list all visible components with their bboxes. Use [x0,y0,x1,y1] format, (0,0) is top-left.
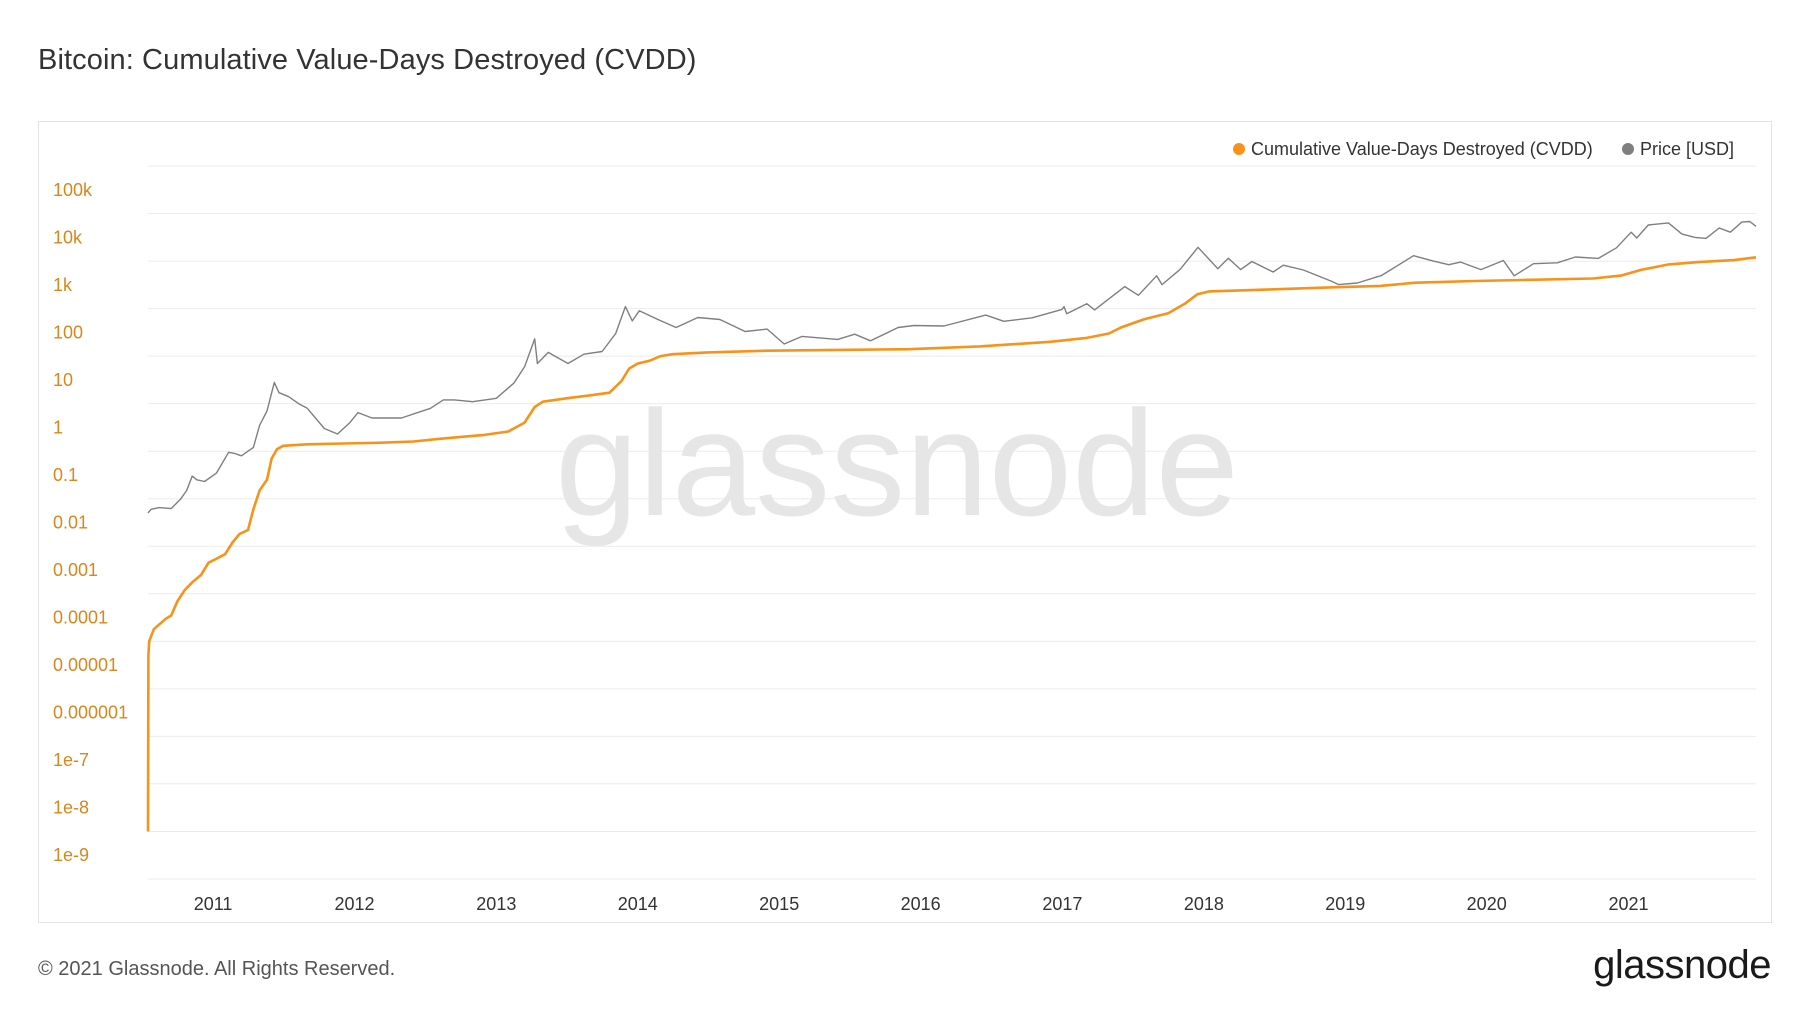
y-tick-label: 0.001 [53,560,98,580]
x-tick-label: 2016 [901,894,941,914]
y-tick-label: 100 [53,322,83,342]
y-tick-label: 10k [53,227,83,247]
y-tick-label: 0.000001 [53,703,128,723]
x-tick-label: 2018 [1184,894,1224,914]
x-tick-label: 2014 [618,894,658,914]
legend-item-cvdd[interactable]: Cumulative Value-Days Destroyed (CVDD) [1233,139,1593,159]
page-title: Bitcoin: Cumulative Value-Days Destroyed… [38,44,697,76]
legend-dot [1233,143,1245,155]
legend-label: Price [USD] [1640,139,1734,159]
legend-dot [1622,143,1634,155]
watermark: glassnode [555,379,1239,547]
chart-frame: glassnode 1e-9 1e-8 1e-7 0.000001 0.00001 0.0… [38,121,1772,923]
glassnode-logo[interactable]: glassnode [1593,943,1771,987]
price-series-line [147,220,1757,514]
x-tick-label: 2020 [1467,894,1507,914]
legend-label: Cumulative Value-Days Destroyed (CVDD) [1251,139,1593,159]
legend-item-price[interactable]: Price [USD] [1622,139,1734,159]
cvdd-chart: glassnode 1e-9 1e-8 1e-7 0.000001 0.00001 0.0… [53,139,1757,914]
y-tick-label: 1k [53,275,73,295]
x-tick-label: 2017 [1042,894,1082,914]
x-tick-label: 2013 [476,894,516,914]
y-tick-label: 0.01 [53,513,88,533]
legend: Cumulative Value-Days Destroyed (CVDD) Pr… [1233,139,1734,159]
y-axis-ticks: 1e-9 1e-8 1e-7 0.000001 0.00001 0.0001 0.001 0.… [53,180,128,865]
y-tick-label: 100k [53,180,93,200]
x-tick-label: 2021 [1608,894,1648,914]
x-tick-label: 2019 [1325,894,1365,914]
y-tick-label: 0.1 [53,465,78,485]
y-tick-label: 1 [53,417,63,437]
x-tick-label: 2011 [194,894,233,914]
y-tick-label: 1e-9 [53,845,89,865]
y-tick-label: 1e-7 [53,750,89,770]
x-tick-label: 2015 [759,894,799,914]
x-axis-ticks: 2011 2012 2013 2014 2015 2016 2017 2018 2019 2020… [194,894,1649,914]
y-tick-label: 1e-8 [53,798,89,818]
y-tick-label: 0.00001 [53,655,118,675]
x-tick-label: 2012 [334,894,374,914]
y-tick-label: 10 [53,370,73,390]
series-lines [146,220,1757,832]
copyright-text: © 2021 Glassnode. All Rights Reserved. [38,958,396,980]
grid-lines [148,165,1756,880]
y-tick-label: 0.0001 [53,608,108,628]
cvdd-series-line [146,256,1757,832]
